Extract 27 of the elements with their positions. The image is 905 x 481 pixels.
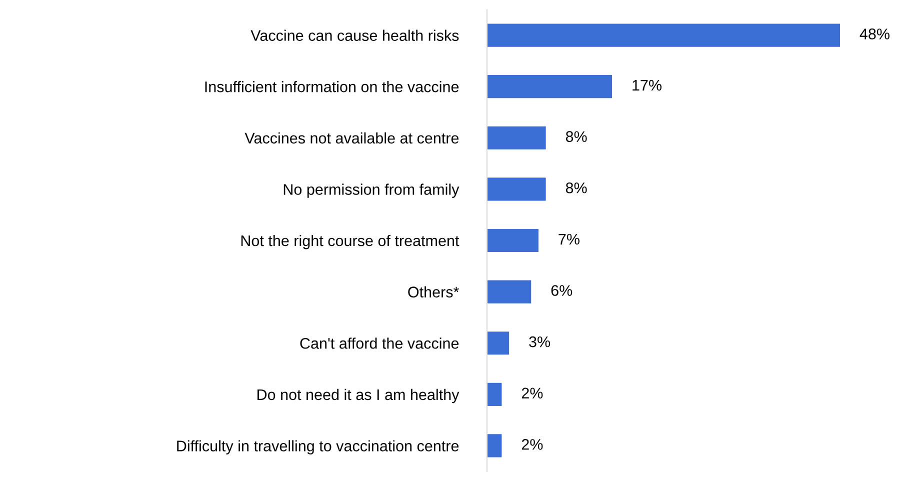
- data-label: 17%: [632, 80, 662, 91]
- data-label: 2%: [522, 439, 543, 450]
- data-label: 6%: [551, 285, 572, 296]
- data-label: 7%: [558, 234, 580, 245]
- y-tick-label: Vaccine can cause health risks: [250, 30, 459, 41]
- data-label: 8%: [566, 182, 587, 194]
- bar: [487, 75, 612, 98]
- bar: [487, 434, 502, 458]
- bar: [487, 332, 510, 355]
- bar: [487, 24, 840, 47]
- data-label: 2%: [522, 388, 543, 398]
- y-tick-label: No permission from family: [284, 184, 460, 198]
- y-tick-label: Others*: [408, 286, 459, 298]
- data-label: 3%: [529, 336, 550, 348]
- y-tick-label: Difficulty in travelling to vaccination centre: [177, 440, 459, 454]
- bar: [487, 280, 532, 304]
- y-tick-label: Do not need it as I am healthy: [258, 388, 460, 404]
- bar: [487, 178, 546, 201]
- y-tick-label: Insufficient information on the vaccine: [205, 81, 459, 92]
- data-label: 48%: [860, 28, 890, 40]
- bar: [487, 382, 502, 406]
- y-tick-label: Vaccines not available at centre: [244, 132, 459, 144]
- data-label: 8%: [566, 131, 587, 142]
- y-tick-label: Not the right course of treatment: [241, 234, 460, 250]
- y-tick-label: Can't afford the vaccine: [300, 338, 459, 349]
- bar: [487, 126, 546, 150]
- bar: [487, 228, 538, 252]
